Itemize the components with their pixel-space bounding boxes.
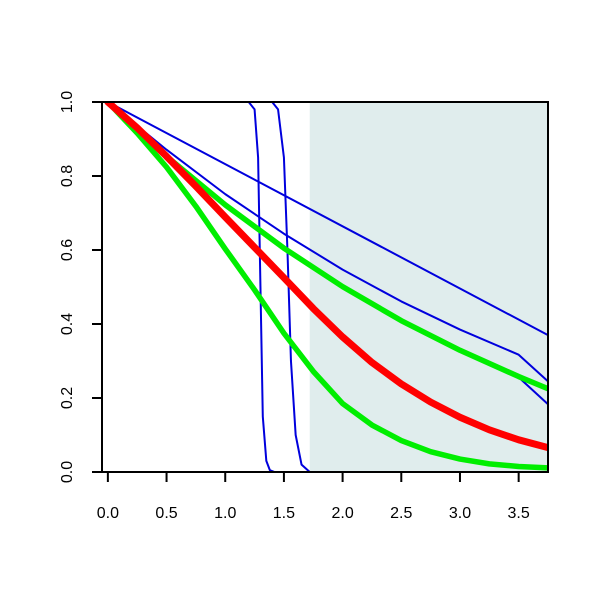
x-tick-label: 0.0	[97, 505, 119, 522]
x-tick-label: 1.5	[273, 505, 295, 522]
y-axis: 0.0 0.2 0.4 0.6 0.8 1.0	[59, 91, 102, 483]
series-line-2	[106, 102, 548, 383]
x-tick-label: 2.0	[331, 505, 353, 522]
y-tick-label: 0.6	[59, 239, 76, 261]
x-tick-label: 2.5	[390, 505, 412, 522]
series-line-1	[106, 102, 548, 337]
series-line-7	[105, 102, 548, 471]
y-tick-label: 0.0	[59, 461, 76, 483]
y-tick-label: 0.4	[59, 313, 76, 335]
x-tick-label: 3.0	[449, 505, 471, 522]
x-axis: 0.0 0.5 1.0 1.5 2.0 2.5 3.0 3.5	[97, 472, 530, 522]
y-tick-label: 0.2	[59, 387, 76, 409]
y-tick-label: 0.8	[59, 165, 76, 187]
plot-frame	[101, 101, 549, 473]
x-tick-label: 1.0	[214, 505, 236, 522]
series-line-8	[104, 102, 548, 452]
x-tick-label: 0.5	[155, 505, 177, 522]
series-line-5	[106, 102, 548, 472]
y-tick-label: 1.0	[59, 91, 76, 113]
plot-border	[101, 101, 549, 473]
x-tick-label: 3.5	[508, 505, 530, 522]
series-layer	[104, 102, 548, 472]
